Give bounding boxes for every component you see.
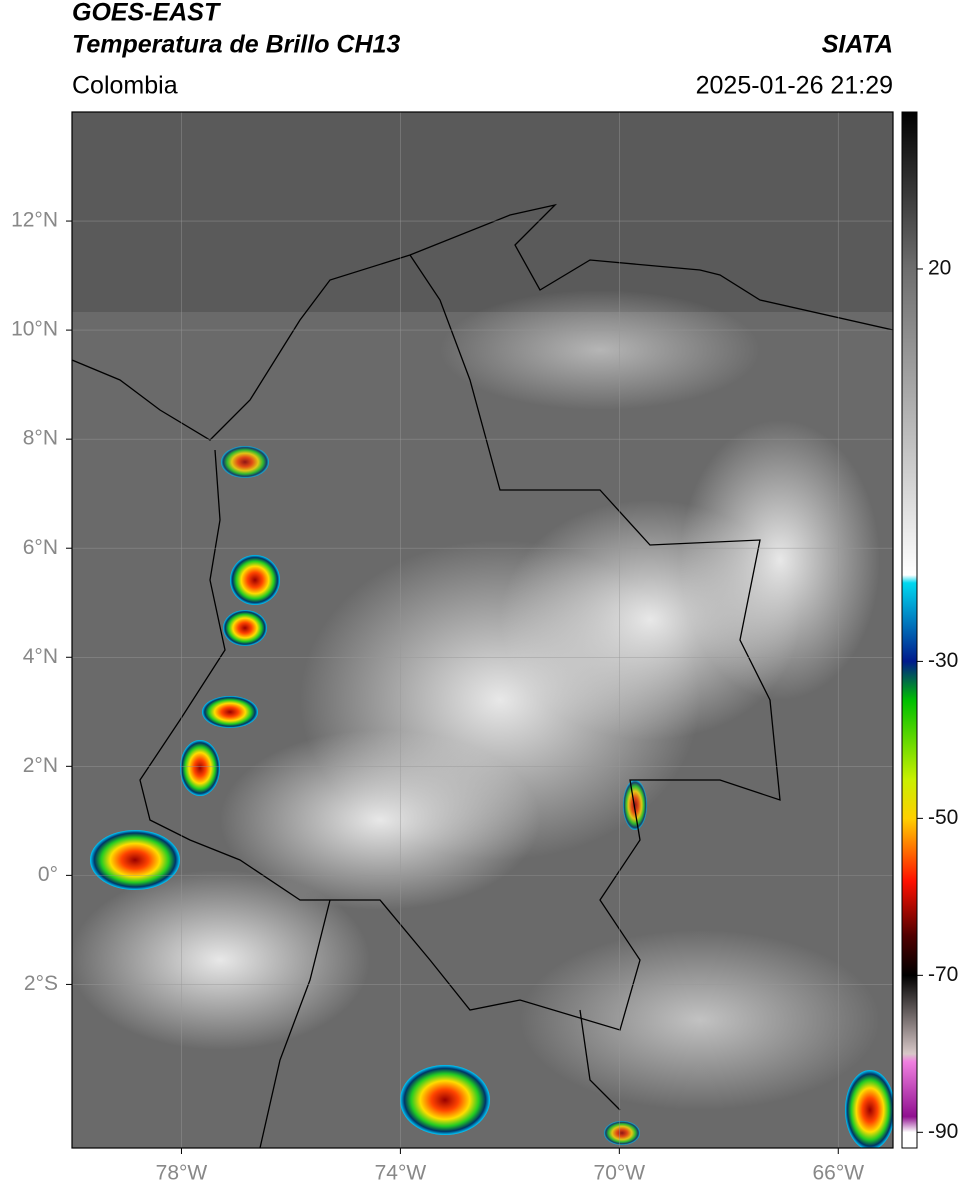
- x-tick-label: 74°W: [375, 1162, 427, 1185]
- region: Colombia: [72, 72, 178, 100]
- y-tick-label: 12°N: [11, 209, 58, 232]
- colorbar-tick-label: -70: [928, 963, 958, 986]
- y-tick-label: 0°: [38, 863, 58, 886]
- y-tick-label: 2°S: [24, 972, 58, 995]
- title: GOES-EAST: [72, 0, 222, 27]
- y-tick-label: 2°N: [23, 754, 58, 777]
- map-frame: [71, 111, 894, 1149]
- colorbar-tick-label: 20: [928, 257, 951, 280]
- x-tick-label: 78°W: [156, 1162, 208, 1185]
- y-tick-label: 10°N: [11, 318, 58, 341]
- y-tick-label: 4°N: [23, 645, 58, 668]
- source: SIATA: [822, 31, 893, 59]
- colorbar: [901, 111, 918, 1149]
- map-image: [72, 112, 893, 1148]
- x-tick-label: 70°W: [594, 1162, 646, 1185]
- colorbar-tick-label: -30: [928, 649, 958, 672]
- subtitle: Temperatura de Brillo CH13: [72, 31, 400, 59]
- datetime: 2025-01-26 21:29: [696, 72, 893, 100]
- y-tick-label: 6°N: [23, 536, 58, 559]
- colorbar-tick-label: -50: [928, 806, 958, 829]
- y-tick-label: 8°N: [23, 427, 58, 450]
- colorbar-tick-label: -90: [928, 1120, 958, 1143]
- x-tick-label: 66°W: [812, 1162, 864, 1185]
